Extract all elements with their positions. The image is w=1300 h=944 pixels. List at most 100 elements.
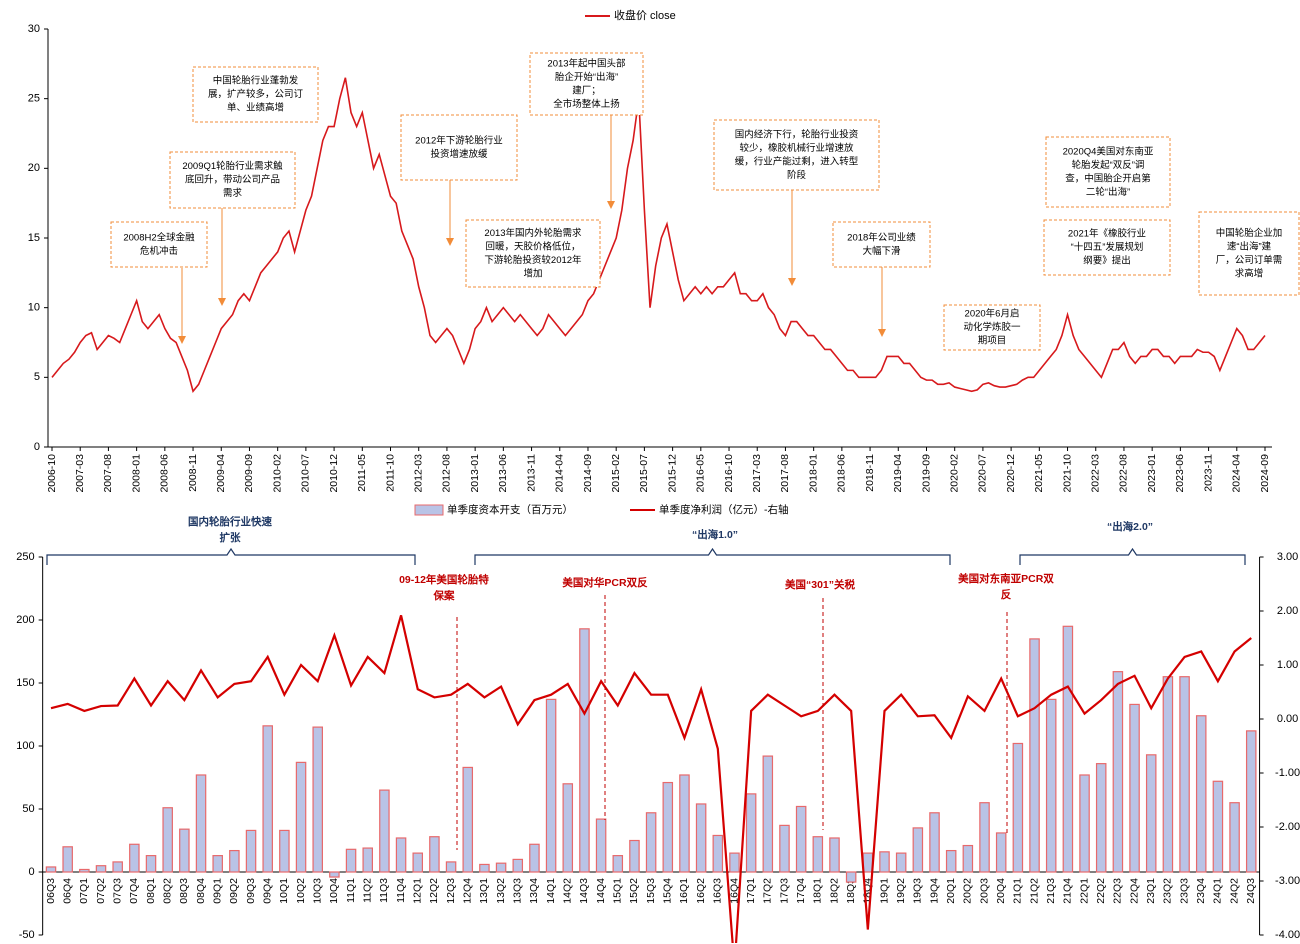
x-tick-label: 07Q3 [111,878,123,904]
bar [629,839,640,873]
x-tick-label: 2018-01 [807,454,819,493]
x-tick-label: 10Q4 [328,878,340,904]
annotation-text: 速“出海”建 [1227,240,1272,252]
x-tick-label: 2017-03 [751,454,763,493]
x-tick-label: 2018-11 [864,454,876,492]
x-tick-label: 24Q2 [1228,878,1240,904]
annotation-text: 求高增 [1235,267,1264,279]
x-tick-label: 2012-08 [441,454,453,493]
x-tick-label: 2008-01 [130,454,142,493]
bar [812,836,824,873]
bar [362,847,373,873]
x-tick-label: 19Q2 [895,878,907,904]
bar [1095,763,1107,873]
bar [779,824,790,873]
x-tick-label: 15Q4 [662,878,674,904]
bar [195,774,207,873]
y-tick-label: 0 [34,441,40,453]
y2-tick-label: -4.00 [1275,929,1300,941]
bar [412,852,424,873]
annotation-text: 展，扩产较多，公司订 [208,88,304,100]
x-tick-label: 10Q2 [295,878,307,904]
x-tick-label: 10Q1 [278,878,290,904]
x-tick-label: 23Q2 [1162,878,1174,904]
x-tick-label: 06Q3 [45,878,57,904]
x-tick-label: 07Q2 [95,878,107,904]
bar [662,781,674,873]
x-tick-label: 08Q3 [178,878,190,904]
x-tick-label: 2022-03 [1090,454,1102,493]
bar [712,834,724,873]
x-tick-label: 2016-05 [695,454,707,493]
x-tick-label: 2014-04 [554,454,566,493]
bar [1195,715,1207,873]
bar [929,812,940,873]
x-tick-label: 14Q2 [562,878,574,904]
bar [95,865,107,873]
y-tick-label: 0 [29,866,35,878]
x-tick-label: 2015-07 [638,454,650,493]
y2-tick-label: -2.00 [1275,821,1300,833]
x-tick-label: 19Q1 [878,878,890,904]
bar [295,761,307,873]
y-tick-label: 250 [16,551,34,563]
x-tick-label: 2019-09 [920,454,932,493]
x-tick-label: 2015-02 [610,454,622,493]
x-tick-label: 07Q4 [128,878,140,904]
x-tick-label: 2007-03 [74,454,86,493]
x-tick-label: 24Q3 [1245,878,1257,904]
x-tick-label: 22Q4 [1128,878,1140,904]
bar [979,802,990,873]
bar [129,843,140,873]
bar [312,726,323,873]
bar [695,803,707,873]
bar [279,829,290,873]
annotation-text: 厂，公司订单需 [1216,254,1283,266]
x-tick-label: 16Q1 [678,878,690,904]
x-tick-label: 22Q3 [1112,878,1124,904]
bar [212,855,223,873]
bar [795,805,807,873]
bar [1012,742,1024,873]
x-tick-label: 2009-09 [243,454,255,493]
annotation-box [529,52,644,116]
bar [462,766,474,873]
annotation-text: 缓，行业产能过剩，进入转型 [735,155,859,167]
x-tick-label: 2014-09 [582,454,594,493]
bar [1229,802,1240,873]
annotation-text: 阶段 [787,169,807,181]
annotation-box [192,66,319,123]
x-tick-label: 17Q4 [795,878,807,904]
bar [1179,676,1190,873]
x-tick-label: 2013-06 [497,454,509,493]
x-tick-label: 22Q2 [1095,878,1107,904]
bar [545,698,557,873]
x-tick-label: 12Q2 [428,878,440,904]
annotation-text: 轮胎发起“双反”调 [1072,159,1145,171]
y2-tick-label: 0.00 [1277,713,1298,725]
x-tick-label: 23Q1 [1145,878,1157,904]
annotation-text: 单、业绩高增 [227,102,284,114]
x-tick-label: 09Q1 [211,878,223,904]
x-tick-label: 2010-12 [328,454,340,493]
bar [912,827,924,873]
x-tick-label: 18Q1 [812,878,824,904]
y2-tick-label: 3.00 [1277,551,1298,563]
x-tick-label: 13Q4 [528,878,540,904]
bar [62,846,73,873]
y2-tick-label: -3.00 [1275,875,1300,887]
annotation-text: 2012年下游轮胎行业 [415,134,503,146]
x-tick-label: 2008-06 [159,454,171,493]
bar [745,793,757,873]
bar [1062,625,1074,873]
bar [512,858,524,873]
bar [1029,638,1040,873]
bar [495,862,507,873]
annotation-text: 增加 [523,267,542,279]
x-tick-label: 21Q2 [1028,878,1040,904]
x-tick-label: 21Q1 [1012,878,1024,904]
x-tick-label: 2013-11 [525,454,537,492]
legend-label: 单季度净利润（亿元）-右轴 [659,503,789,516]
x-tick-label: 09Q2 [228,878,240,904]
